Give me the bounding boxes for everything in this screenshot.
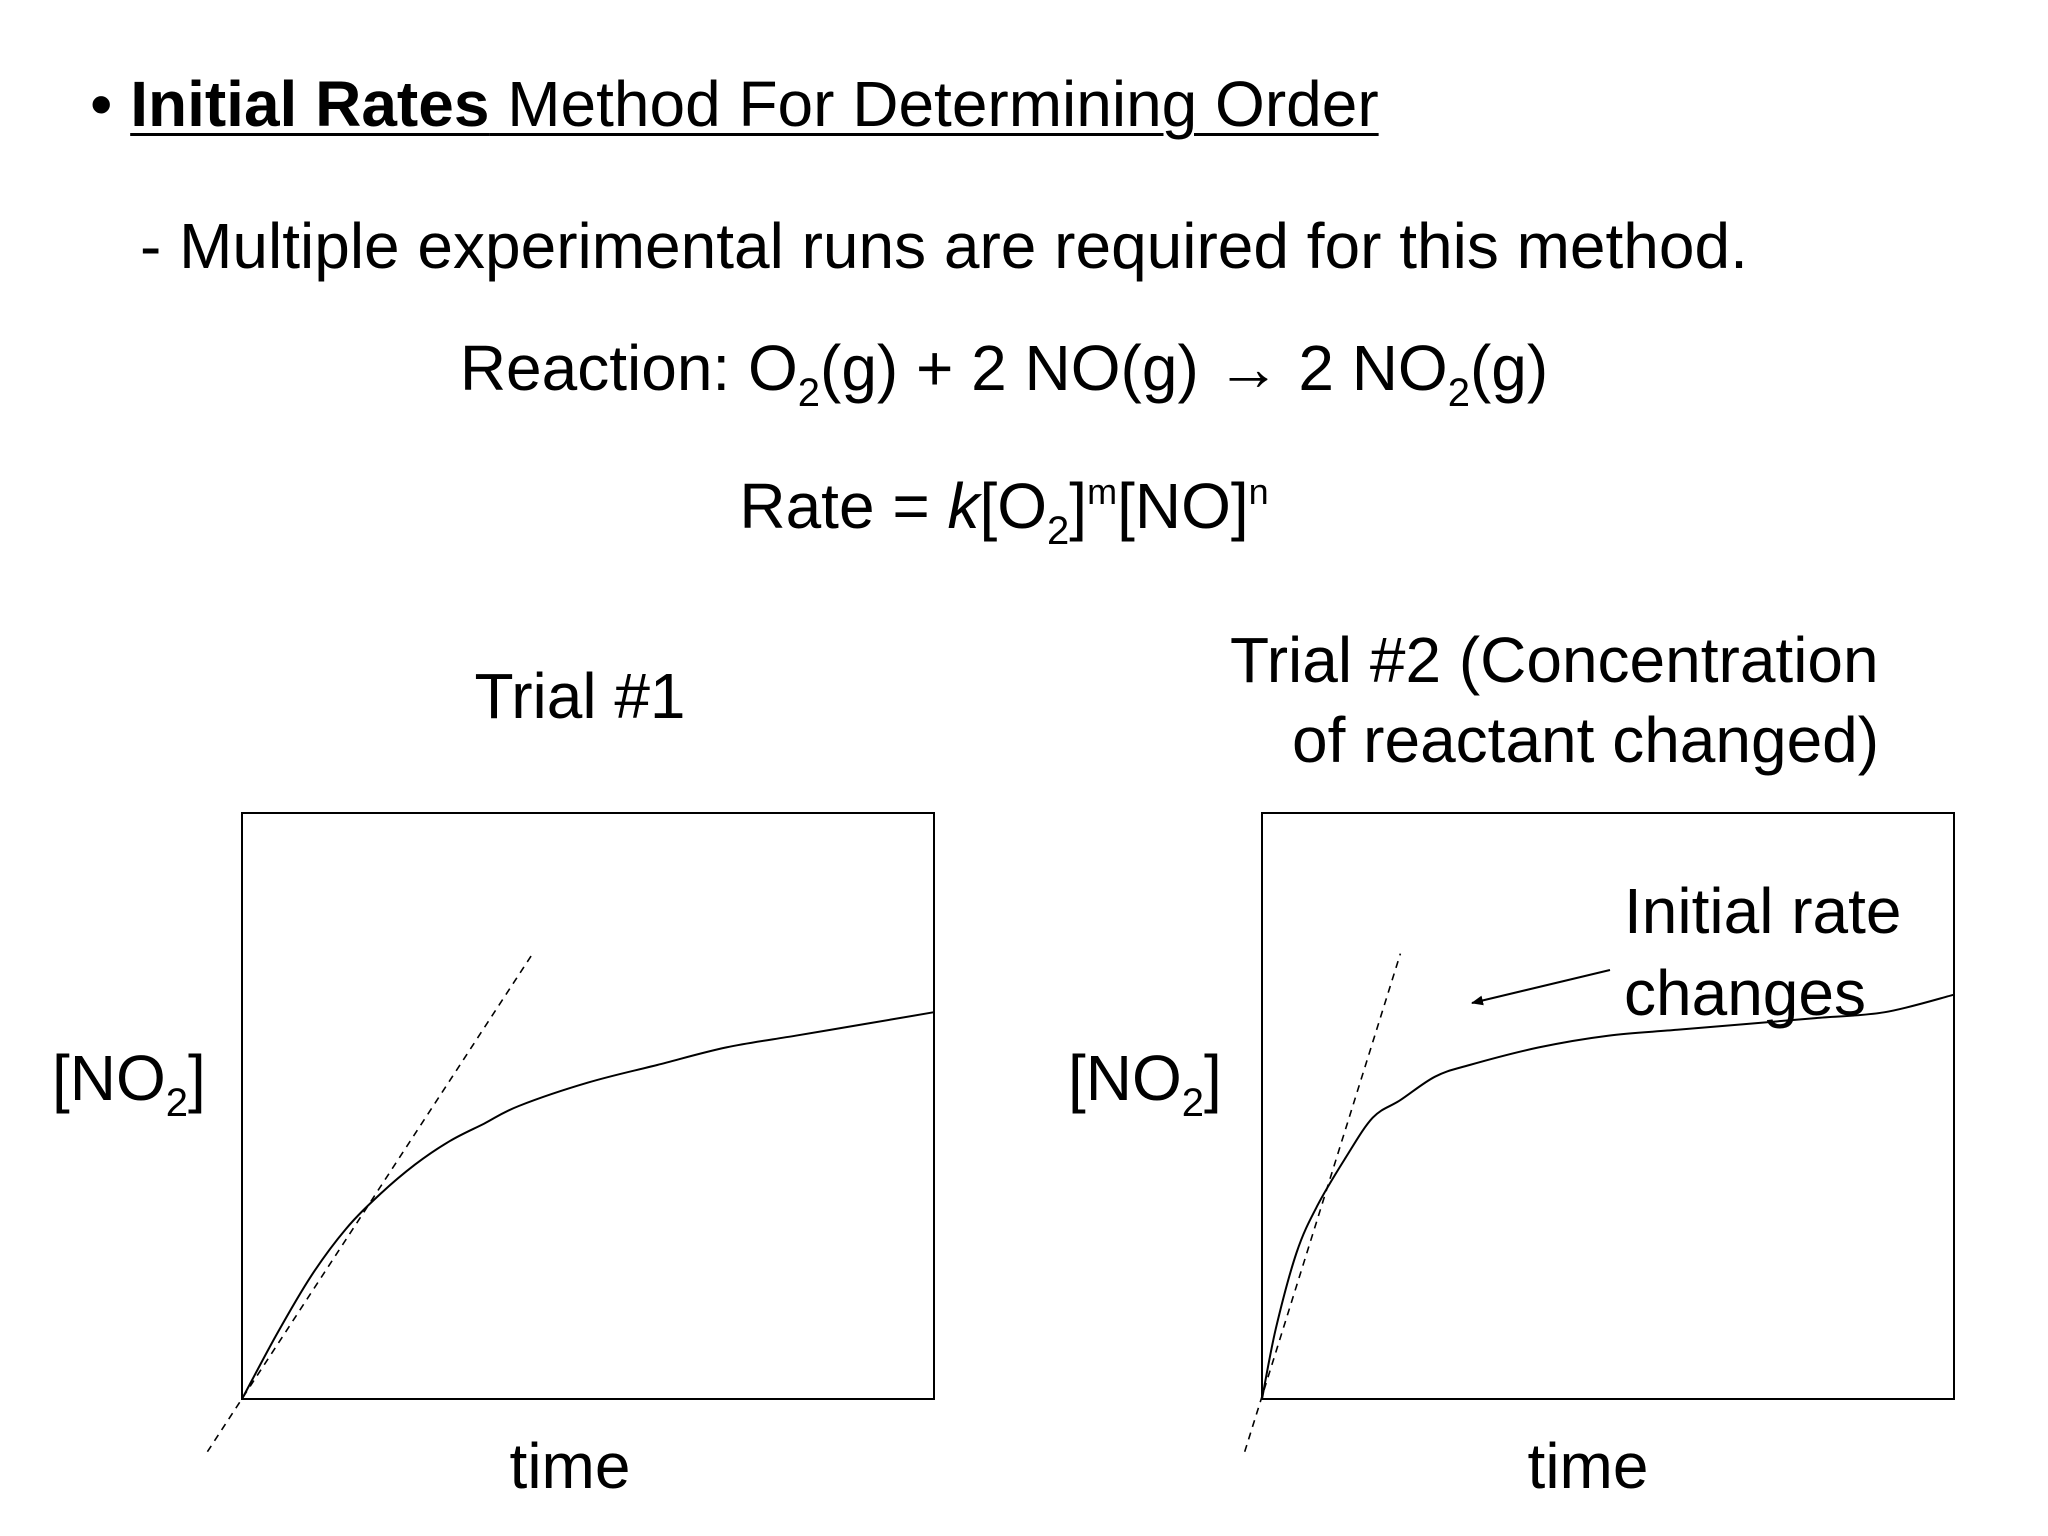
chart1-ylabel-main: [NO — [52, 1042, 166, 1114]
chart2-ylabel: [NO2] — [1068, 1040, 1222, 1123]
chart1-frame — [241, 812, 935, 1400]
heading-rest: Method For Determining Order — [489, 68, 1379, 140]
chart2-ylabel-end: ] — [1204, 1042, 1222, 1114]
chart2-title: Trial #2 (Concentration of reactant chan… — [1230, 620, 1970, 780]
subline: - Multiple experimental runs are require… — [140, 210, 1748, 282]
chart1-ylabel: [NO2] — [52, 1040, 206, 1123]
chart2-no2-curve — [1261, 993, 1955, 1400]
reaction-mid: (g) + 2 NO(g) → 2 NO — [820, 332, 1448, 404]
chart2-ylabel-sub: 2 — [1181, 1081, 1205, 1125]
reaction-sub2: 2 — [1447, 371, 1470, 415]
chart2-ylabel-main: [NO — [1068, 1042, 1182, 1114]
chart1-tangent-line — [206, 953, 534, 1453]
chart2-frame — [1261, 812, 1955, 1400]
chart2-tangent-line — [1243, 953, 1402, 1452]
rate-sub: 2 — [1047, 509, 1070, 553]
rate-k: k — [947, 470, 980, 542]
rate-close: ] — [1069, 470, 1088, 542]
reaction-prefix: Reaction: O — [459, 332, 798, 404]
reaction-equation: Reaction: O2(g) + 2 NO(g) → 2 NO2(g) — [0, 330, 2048, 413]
chart1-ylabel-sub: 2 — [165, 1081, 189, 1125]
rate-exp-m: m — [1087, 471, 1118, 512]
annotation-line1: Initial rate — [1624, 875, 1902, 947]
chart1-ylabel-end: ] — [188, 1042, 206, 1114]
chart2-xlabel: time — [1527, 1430, 1649, 1502]
rate-no: [NO] — [1117, 470, 1249, 542]
rate-prefix: Rate = — [739, 470, 948, 542]
chart2-title-line2: of reactant changed) — [1292, 704, 1880, 776]
bullet: • — [90, 68, 113, 140]
chart1-title: Trial #1 — [474, 660, 686, 732]
chart2-annotation: Initial rate changes — [1624, 870, 1901, 1034]
slide-heading: • Initial Rates Method For Determining O… — [90, 66, 1379, 142]
rate-open: [O — [979, 470, 1048, 542]
reaction-sub1: 2 — [797, 371, 821, 415]
heading-underlined: Initial Rates Method For Determining Ord… — [130, 68, 1378, 140]
rate-exp-n: n — [1248, 471, 1269, 512]
chart1-no2-curve — [241, 1011, 935, 1400]
chart2-title-line1: Trial #2 (Concentration — [1230, 624, 1879, 696]
reaction-suffix: (g) — [1469, 332, 1549, 404]
rate-law: Rate = k[O2]m[NO]n — [0, 468, 2048, 551]
annotation-arrow — [1471, 969, 1611, 1006]
chart1-xlabel: time — [509, 1430, 631, 1502]
heading-bold: Initial Rates — [130, 68, 490, 140]
